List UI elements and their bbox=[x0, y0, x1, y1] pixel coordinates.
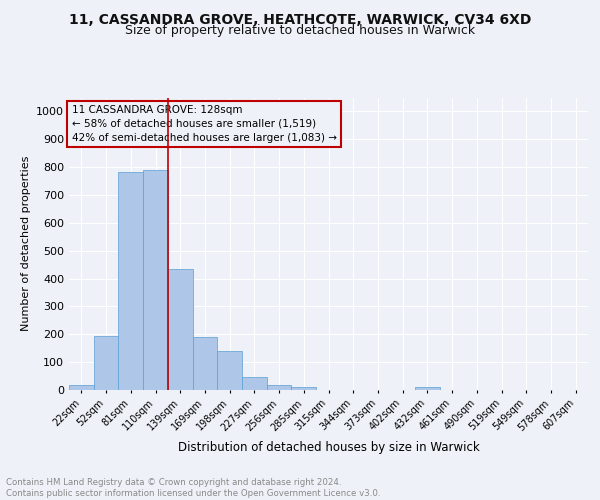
Bar bbox=[143, 170, 168, 390]
Text: Size of property relative to detached houses in Warwick: Size of property relative to detached ho… bbox=[125, 24, 475, 37]
Text: Contains HM Land Registry data © Crown copyright and database right 2024.
Contai: Contains HM Land Registry data © Crown c… bbox=[6, 478, 380, 498]
Bar bbox=[193, 336, 217, 390]
Bar bbox=[415, 387, 440, 390]
Text: 11 CASSANDRA GROVE: 128sqm
← 58% of detached houses are smaller (1,519)
42% of s: 11 CASSANDRA GROVE: 128sqm ← 58% of deta… bbox=[71, 105, 337, 143]
Bar bbox=[242, 377, 267, 390]
Bar bbox=[217, 351, 242, 390]
Bar bbox=[168, 269, 193, 390]
Bar bbox=[267, 385, 292, 390]
Bar bbox=[292, 386, 316, 390]
Bar bbox=[118, 172, 143, 390]
Bar bbox=[94, 336, 118, 390]
Y-axis label: Number of detached properties: Number of detached properties bbox=[20, 156, 31, 332]
Bar bbox=[69, 385, 94, 390]
Text: 11, CASSANDRA GROVE, HEATHCOTE, WARWICK, CV34 6XD: 11, CASSANDRA GROVE, HEATHCOTE, WARWICK,… bbox=[69, 12, 531, 26]
X-axis label: Distribution of detached houses by size in Warwick: Distribution of detached houses by size … bbox=[178, 441, 479, 454]
